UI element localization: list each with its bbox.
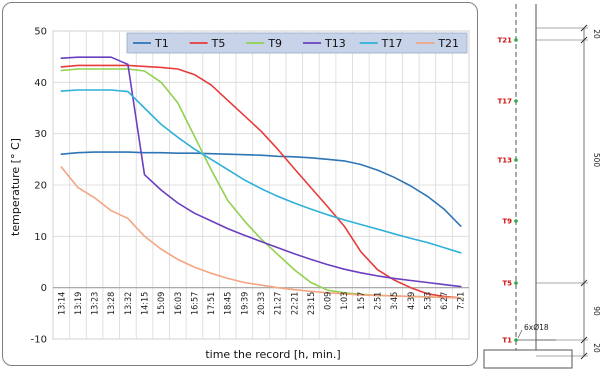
dimension-tick [580,279,588,287]
x-tick-label: 16:57 [190,292,200,315]
dimension-tick [580,36,588,44]
sensor-label: T21 [497,37,512,45]
y-tick-label: 30 [34,129,47,140]
x-axis-label: time the record [h, min.] [205,348,340,361]
sensor-label: T1 [502,337,512,345]
series-line-t13 [60,56,462,288]
sensor-dot [514,99,518,103]
x-tick-label: 4:39 [407,292,417,310]
legend: T1 T5 T9 T13 T17 T21 [126,32,468,54]
x-tick-label: 13:23 [91,292,101,315]
series-line-t17 [60,89,462,254]
dimension-tick [580,336,588,344]
chart-panel: -10 0 10 20 30 40 50 13:14 13:19 13:23 13:28 13:32… [2,2,478,366]
x-tick-label: 15:09 [157,292,167,315]
legend-label: T17 [381,37,403,50]
sensor-dot [514,281,518,285]
x-tick-label: 14:15 [141,292,151,315]
dimension-value: 20 [592,343,601,353]
x-tick-label: 1:57 [357,292,367,310]
y-axis-ticks: -10 0 10 20 30 40 50 [31,27,47,346]
x-tick-label: 13:28 [107,292,117,315]
dimension-value: 20 [592,29,601,39]
x-tick-label: 3:45 [390,292,400,310]
x-tick-label: 19:39 [240,292,250,315]
sensor-label: T13 [497,157,512,165]
y-tick-label: 50 [34,27,47,38]
y-tick-label: 10 [34,232,47,243]
x-tick-label: 13:19 [74,292,84,315]
dimension-tick [580,352,588,360]
sensor-label: T17 [497,98,512,106]
sensor-dot [514,338,518,342]
footing [483,349,573,369]
x-tick-label: 6:27 [440,292,450,310]
legend-label: T9 [267,37,282,50]
x-tick-label: 1:03 [340,292,350,310]
rebar-label: 6xØ18 [524,323,549,332]
x-axis-ticks: 13:14 13:19 13:23 13:28 13:32 14:15 15:09 16:03… [57,292,466,315]
legend-label: T13 [324,37,346,50]
dimension-value: 90 [592,306,601,316]
x-tick-label: 0:09 [324,292,334,310]
series-line-t21 [60,166,462,299]
sensor-label: T5 [502,280,512,288]
series-lines [60,56,462,299]
x-tick-label: 7:21 [457,292,467,310]
dimension-tick [580,24,588,32]
x-tick-label: 23:15 [307,292,317,315]
series-line-t1 [60,151,462,227]
x-tick-label: 13:14 [57,292,67,315]
x-tick-label: 22:21 [290,292,300,315]
line-chart: -10 0 10 20 30 40 50 13:14 13:19 13:23 13:28 13:32… [9,27,470,361]
x-tick-label: 18:45 [224,292,234,315]
legend-label: T21 [437,37,459,50]
legend-label: T1 [154,37,169,50]
sensor-label: T9 [502,218,512,226]
sensor-dot [514,158,518,162]
y-tick-label: -10 [31,335,47,346]
column-section-drawing: T21 T17 T13 T9 T5 T1 20 500 90 20 6xØ18 [483,4,601,369]
x-tick-label: 16:03 [174,292,184,315]
sensor-dot [514,219,518,223]
x-tick-label: 17:51 [207,292,217,315]
legend-box [126,32,468,54]
x-tick-label: 20:33 [257,292,267,315]
x-tick-label: 2:51 [373,292,383,310]
rebar-leader [517,329,523,339]
y-tick-label: 40 [34,78,47,89]
y-tick-label: 0 [41,283,47,294]
y-tick-label: 20 [34,181,47,192]
x-tick-label: 21:27 [274,292,284,315]
y-axis-label: temperature [° C] [9,138,22,236]
sensor-dot [514,38,518,42]
x-tick-label: 5:33 [423,292,433,310]
x-tick-label: 13:32 [124,292,134,315]
dimension-value: 500 [592,153,601,168]
legend-label: T5 [211,37,226,50]
grid [52,30,470,340]
